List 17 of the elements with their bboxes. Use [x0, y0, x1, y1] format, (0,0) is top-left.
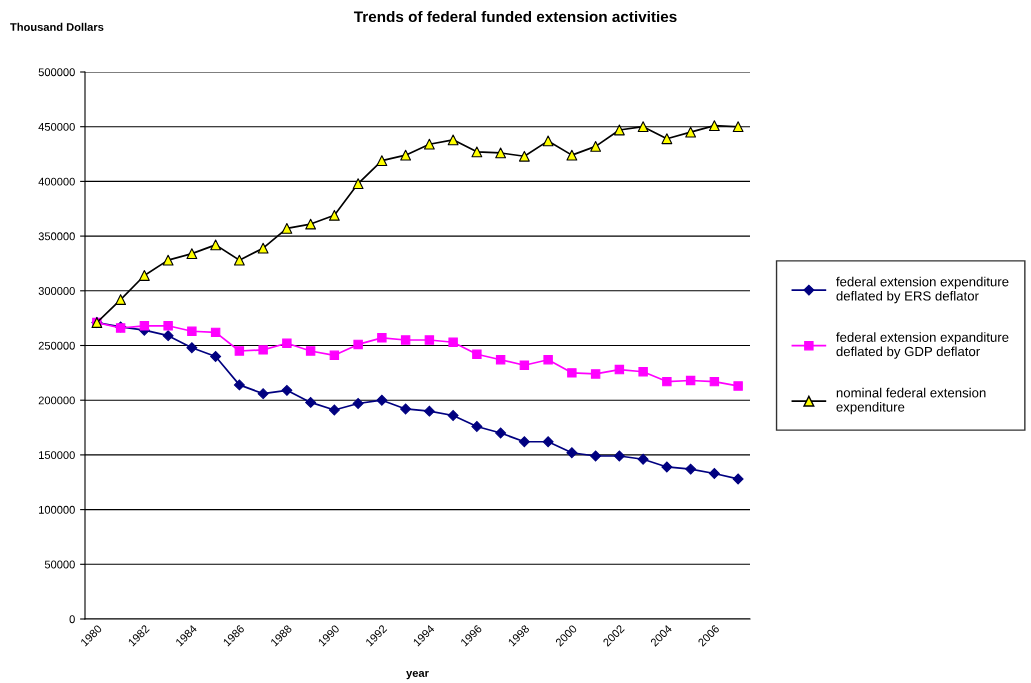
y-tick-label: 200000 — [38, 396, 75, 405]
y-tick-label: 250000 — [38, 341, 75, 350]
x-axis-title: year — [406, 670, 429, 680]
y-tick-label: 450000 — [38, 122, 75, 131]
y-axis-title: Thousand Dollars — [10, 22, 104, 31]
y-tick-label: 500000 — [38, 68, 75, 77]
y-tick-label: 100000 — [39, 505, 75, 514]
y-tick-label: 0 — [69, 615, 75, 624]
legend-label: nominal federal extension expenditure — [836, 387, 986, 415]
y-tick-label: 150000 — [39, 451, 75, 460]
legend-label: federal extension expenditure deflated by ERS deflator — [836, 276, 1009, 304]
legend-label: federal extension expanditure deflated by GDP deflator — [836, 332, 1009, 359]
y-tick-label: 50000 — [44, 560, 75, 569]
chart-title: Trends of federal funded extension activities — [353, 10, 677, 23]
y-tick-label: 400000 — [38, 177, 75, 186]
y-tick-label: 350000 — [38, 232, 75, 241]
y-tick-label: 300000 — [38, 287, 75, 295]
